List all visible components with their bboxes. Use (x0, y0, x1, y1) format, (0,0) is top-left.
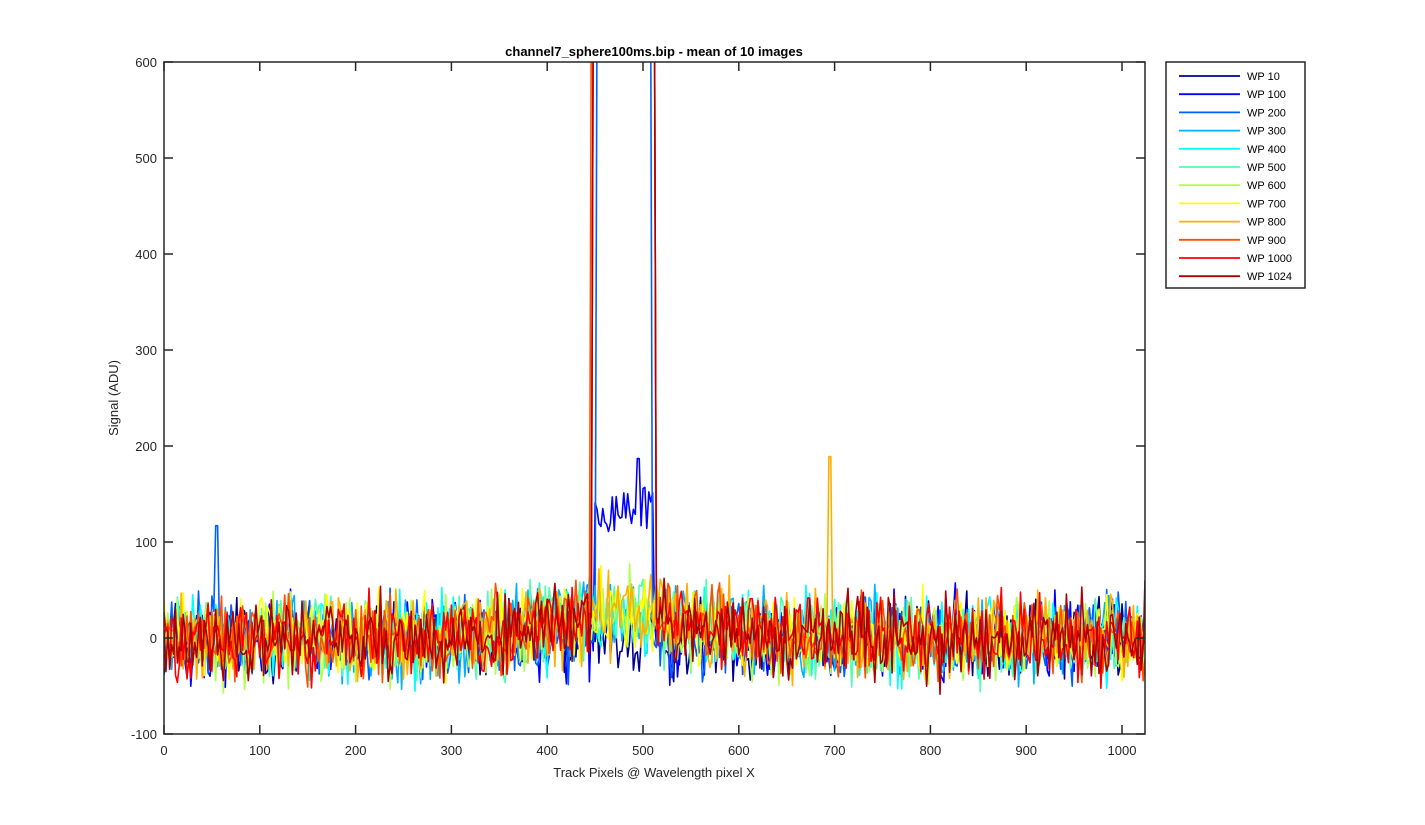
legend-label: WP 10 (1247, 71, 1280, 83)
y-tick-label: 500 (135, 151, 157, 166)
x-tick-label: 400 (536, 743, 558, 758)
axis-ticks: 0 100 200 300 400 500 600 700 800 900 1000-1000100… (131, 55, 1145, 758)
chart-title: channel7_sphere100ms.bip - mean of 10 im… (505, 44, 803, 59)
x-tick-label: 200 (345, 743, 367, 758)
legend-label: WP 600 (1247, 180, 1286, 192)
series-line-wp-1000 (164, 62, 1145, 690)
y-tick-label: 600 (135, 55, 157, 70)
x-tick-label: 900 (1015, 743, 1037, 758)
y-axis-label: Signal (ADU) (106, 360, 121, 436)
x-tick-label: 500 (632, 743, 654, 758)
y-tick-label: 100 (135, 535, 157, 550)
x-tick-label: 800 (920, 743, 942, 758)
plot-frame (163, 61, 1146, 735)
legend-label: WP 700 (1247, 198, 1286, 210)
legend-label: WP 500 (1247, 162, 1286, 174)
y-tick-label: 400 (135, 247, 157, 262)
legend-label: WP 900 (1247, 235, 1286, 247)
legend-label: WP 300 (1247, 126, 1286, 138)
legend-box (1165, 61, 1306, 289)
y-tick-label: 200 (135, 439, 157, 454)
legend-label: WP 1000 (1247, 253, 1292, 265)
x-tick-label: 100 (249, 743, 271, 758)
x-tick-label: 600 (728, 743, 750, 758)
x-tick-label: 0 (160, 743, 167, 758)
y-tick-label: 300 (135, 343, 157, 358)
legend-label: WP 800 (1247, 217, 1286, 229)
legend-label: WP 100 (1247, 89, 1286, 101)
x-axis-label: Track Pixels @ Wavelength pixel X (553, 765, 755, 780)
legend-label: WP 1024 (1247, 271, 1292, 283)
x-tick-label: 1000 (1108, 743, 1137, 758)
y-tick-label: 0 (150, 631, 157, 646)
series-line-wp-1024 (164, 62, 1145, 696)
legend-label: WP 200 (1247, 107, 1286, 119)
legend-label: WP 400 (1247, 144, 1286, 156)
x-tick-label: 700 (824, 743, 846, 758)
y-tick-label: -100 (131, 727, 157, 742)
x-tick-label: 300 (441, 743, 463, 758)
legend: WP 10 WP 100 WP 200 WP 300 WP 400 WP 500 WP 60… (1165, 61, 1306, 289)
series-group (164, 62, 1145, 696)
